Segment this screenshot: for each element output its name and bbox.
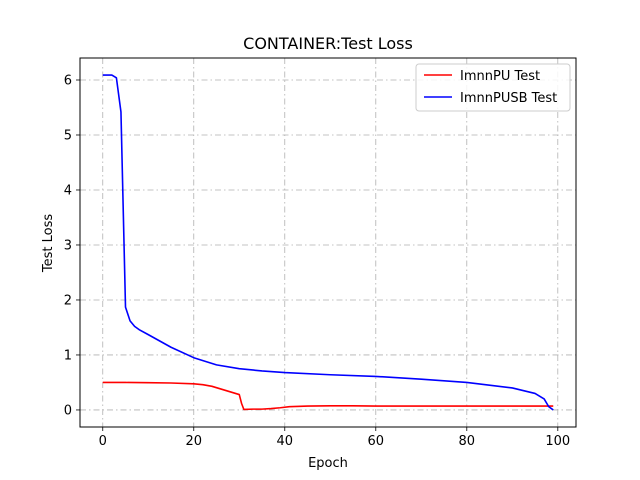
legend: ImnnPU Test ImnnPUSB Test: [415, 63, 571, 112]
x-axis-label: Epoch: [308, 456, 348, 471]
y-tick-label: 3: [64, 238, 72, 253]
x-axis: 0 20 40 60 80 100: [99, 427, 570, 449]
x-tick-label: 100: [545, 434, 570, 449]
grid: [80, 58, 576, 427]
plot-frame: [79, 57, 577, 428]
series-line-imnnpusb-test: [102, 74, 554, 411]
y-tick-label: 1: [64, 348, 72, 363]
x-tick-label: 60: [368, 434, 385, 449]
series-layer: [102, 74, 554, 411]
legend-box: [415, 63, 571, 112]
x-tick-label: 0: [99, 434, 107, 449]
y-tick-label: 0: [64, 403, 72, 418]
legend-label-imnnpu: ImnnPU Test: [460, 69, 540, 84]
y-tick-label: 5: [64, 128, 72, 143]
x-tick-label: 80: [459, 434, 476, 449]
legend-label-imnnpusb: ImnnPUSB Test: [460, 91, 557, 106]
y-axis: 0 1 2 3 4 5 6: [64, 73, 80, 418]
series-line-imnnpu-test: [102, 381, 554, 411]
x-tick-label: 20: [185, 434, 202, 449]
y-tick-label: 6: [64, 73, 72, 88]
x-tick-label: 40: [276, 434, 293, 449]
y-axis-label: Test Loss: [41, 214, 56, 273]
y-tick-label: 2: [64, 293, 72, 308]
y-tick-label: 4: [64, 183, 72, 198]
chart-title: CONTAINER:Test Loss: [243, 34, 413, 53]
